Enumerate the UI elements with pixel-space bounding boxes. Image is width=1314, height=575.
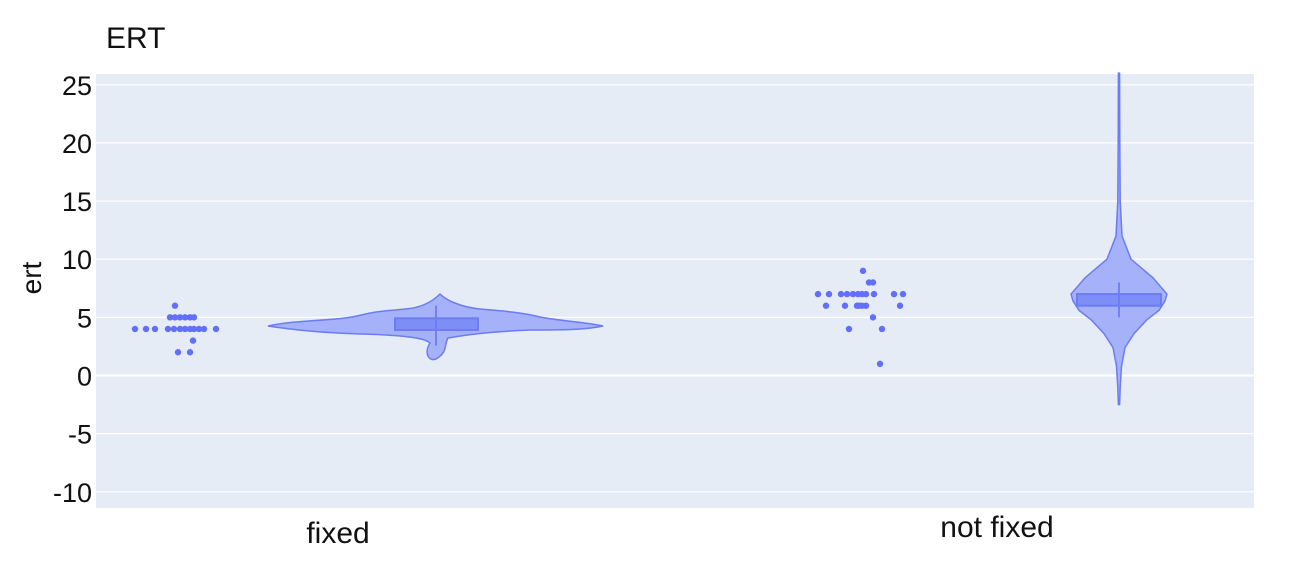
chart-marks [131,72,1168,406]
y-axis-label: ert [16,261,47,294]
data-point-fixed [174,349,182,356]
data-point-fixed [181,314,189,321]
y-tick-label: -5 [68,420,92,450]
y-tick-label: 0 [77,362,92,392]
y-tick-label: 20 [62,129,92,159]
grid-lines [96,84,1254,493]
data-point-fixed [164,325,172,333]
data-point-fixed [212,325,220,333]
data-point-not-fixed [837,290,845,298]
data-point-not-fixed [845,325,853,333]
y-axis-ticks: 25 20 15 10 5 0 -5 -10 [53,71,92,508]
y-tick-label: 5 [77,303,92,333]
data-point-fixed [190,314,198,321]
data-point-fixed [200,325,208,333]
data-point-fixed [195,325,203,333]
data-point-not-fixed [896,302,904,309]
y-tick-label: 10 [62,245,92,275]
data-point-fixed [186,349,194,356]
x-tick-label-not-fixed: not fixed [940,511,1053,544]
data-point-fixed [176,325,184,333]
data-point-not-fixed [878,325,886,333]
data-point-not-fixed [862,302,870,309]
data-point-not-fixed [870,290,878,298]
data-point-fixed [176,314,184,321]
data-point-fixed [181,325,189,333]
data-point-fixed [190,325,198,333]
y-tick-label: 25 [62,71,92,101]
data-point-not-fixed [822,302,830,309]
data-point-fixed [142,325,150,333]
data-point-not-fixed [869,314,877,321]
y-tick-label: -10 [53,478,92,508]
data-point-fixed [171,302,179,309]
chart-title: ERT [106,22,165,55]
data-point-not-fixed [825,290,833,298]
data-point-fixed [166,314,174,321]
data-point-fixed [170,325,178,333]
plot-background [96,74,1254,508]
violin-not-fixed [1070,72,1168,406]
x-axis-ticks: fixed not fixed [306,511,1053,550]
data-point-fixed [151,325,159,333]
data-point-not-fixed [890,290,898,298]
data-point-not-fixed [876,360,884,368]
data-point-not-fixed [899,290,907,298]
data-point-not-fixed [849,290,857,298]
data-point-fixed [131,325,139,333]
data-point-not-fixed [862,290,870,298]
y-tick-label: 15 [62,187,92,217]
data-point-fixed [171,314,179,321]
data-point-not-fixed [841,302,849,309]
data-point-not-fixed [869,279,877,286]
data-point-not-fixed [843,290,851,298]
data-point-not-fixed [859,267,867,275]
data-point-not-fixed [814,290,822,298]
x-tick-label-fixed: fixed [306,517,369,550]
data-point-fixed [189,337,197,344]
